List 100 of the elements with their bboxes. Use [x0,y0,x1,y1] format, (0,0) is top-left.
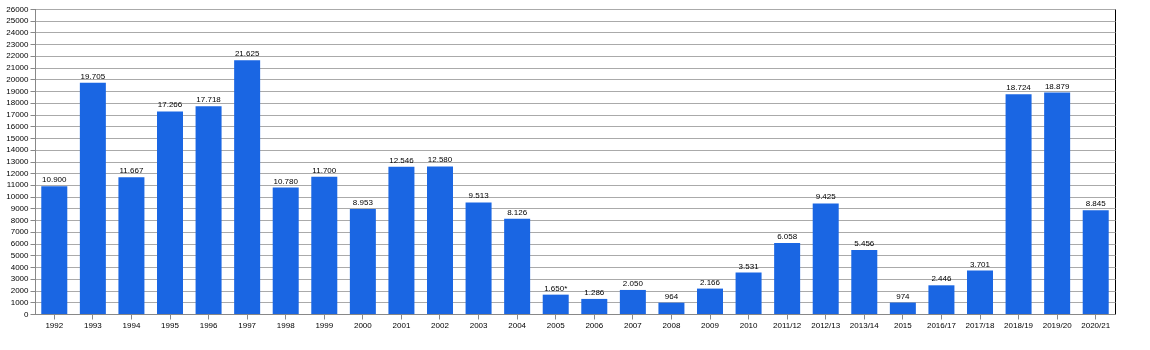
data-label: 1.286 [584,287,605,297]
data-label: 974 [896,291,911,301]
bar [967,270,993,314]
bar [619,289,646,314]
data-label: 17.718 [196,95,222,105]
data-label: 5.456 [854,239,875,248]
data-label: 10.780 [273,176,299,186]
y-tick-label: 18000 [6,98,30,108]
y-tick-label: 13000 [6,157,30,166]
x-tick-label: 2005 [546,320,566,330]
y-tick-label: 4000 [10,262,30,272]
data-label: 11.700 [312,165,337,175]
x-tick-label: 2003 [469,320,489,330]
y-tick-label: 7000 [10,227,30,237]
bar [311,176,338,314]
x-tick-label: 1997 [238,320,257,330]
x-tick-label: 2007 [623,320,643,330]
bar [504,218,531,314]
bar [1005,94,1032,314]
y-tick-label: 26000 [6,4,30,14]
data-label: 3.531 [738,261,760,271]
y-tick-label: 0 [24,309,30,319]
data-label: 6.058 [777,231,798,241]
x-tick-label: 2011/12 [772,320,802,330]
x-tick-label: 2019/20 [1042,320,1073,330]
data-label: 18.724 [1006,83,1032,93]
data-label: 21.625 [234,49,260,59]
x-tick-label: 2008 [662,320,681,330]
x-tick-label: 2012/13 [811,320,841,330]
data-label: 11.667 [119,166,144,176]
bar [581,298,608,314]
data-label: 8.845 [1085,199,1107,209]
bar [851,250,878,314]
bar [1044,92,1071,314]
x-tick-label: 2002 [431,320,450,330]
x-tick-label: 2006 [585,320,604,330]
bar [1082,210,1109,314]
data-label: 10.900 [42,175,68,185]
data-label: 3.701 [969,259,991,269]
data-label: 19.705 [80,71,106,81]
data-label: 2.050 [622,278,644,288]
bar [697,288,723,314]
y-tick-label: 17000 [6,110,30,120]
data-label: 9.425 [815,192,837,202]
data-label: 8.126 [507,207,528,217]
y-tick-label: 2000 [10,286,30,296]
x-tick-label: 1995 [161,320,180,330]
bar [79,82,106,314]
x-tick-label: 1994 [122,320,141,330]
bar [889,302,916,314]
bar [465,202,492,314]
x-tick-label: 2016/17 [926,320,957,330]
y-tick-label: 20000 [6,74,30,84]
x-tick-label: 2013/14 [849,320,880,330]
bar [427,166,453,314]
data-label: 18.879 [1044,81,1070,91]
data-label: 2.166 [699,277,721,287]
y-tick-label: 9000 [10,203,30,213]
bar [812,203,839,314]
y-tick-label: 19000 [6,86,30,96]
y-tick-label: 5000 [10,250,30,260]
bar [349,208,376,314]
bar [735,272,762,314]
x-tick-label: 2004 [508,320,527,330]
data-label: 17.266 [157,100,183,110]
data-label: 2.446 [931,274,952,284]
x-tick-label: 2001 [392,320,411,330]
y-tick-label: 22000 [6,51,30,61]
data-label: 9.513 [468,191,490,201]
x-tick-label: 1992 [45,320,64,330]
bar [195,106,222,314]
y-tick-label: 1000 [10,297,30,307]
y-tick-label: 25000 [6,16,30,26]
y-tick-label: 16000 [6,121,30,131]
y-tick-label: 12000 [6,168,30,178]
bar [118,177,145,314]
bar [658,302,685,314]
x-tick-label: 1998 [276,320,296,330]
bar [272,187,299,314]
y-tick-label: 23000 [6,39,30,49]
data-label: 12.546 [389,155,415,165]
x-tick-label: 2018/19 [1004,320,1034,330]
data-label: 8.953 [352,197,374,207]
x-tick-label: 1999 [315,320,334,330]
y-tick-label: 14000 [6,145,30,155]
y-tick-label: 8000 [10,215,30,225]
x-tick-label: 2000 [353,320,373,330]
bar [542,294,569,314]
x-tick-label: 2010 [739,320,759,330]
x-tick-label: 2017/18 [965,320,996,330]
x-tick-label: 2020/21 [1081,320,1111,330]
y-tick-label: 11000 [6,180,30,190]
x-tick-label: 2015 [893,320,913,330]
y-tick-label: 10000 [6,192,30,202]
bar [234,60,261,314]
data-label: 1.650* [544,283,568,293]
data-label: 964 [664,291,679,301]
y-tick-label: 3000 [10,274,30,284]
data-label: 12.580 [427,155,453,165]
y-tick-label: 21000 [6,63,30,73]
